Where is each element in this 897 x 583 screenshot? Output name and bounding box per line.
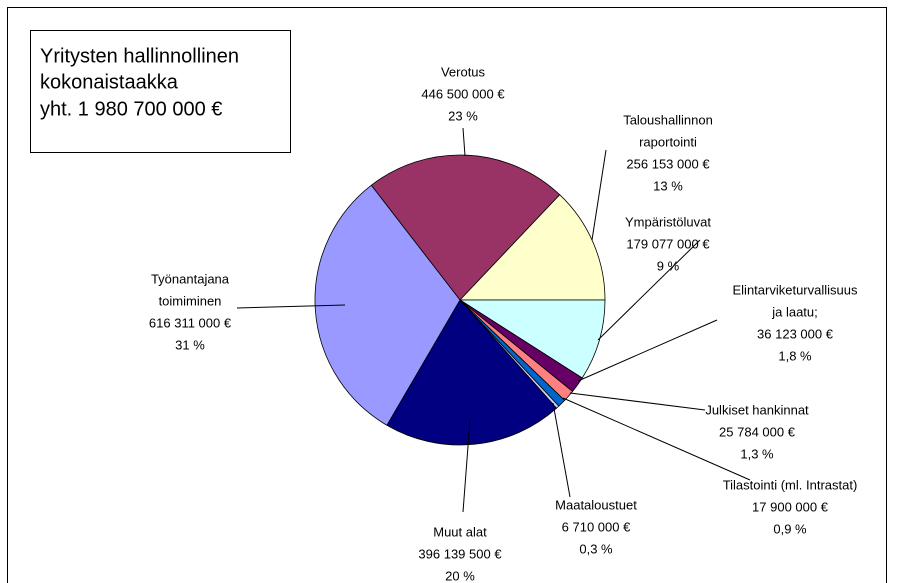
percent-label: 1,8 % <box>778 348 812 363</box>
percent-label: 1,3 % <box>740 446 774 461</box>
chart-title: kokonaistaakka <box>40 71 179 93</box>
percent-label: 23 % <box>448 108 478 123</box>
value-label: 17 900 000 € <box>752 499 829 514</box>
category-label: Julkiset hankinnat <box>705 402 809 417</box>
leader-line <box>236 304 346 309</box>
category-label: Elintarviketurvallisuus <box>733 282 858 297</box>
percent-label: 20 % <box>445 568 475 583</box>
category-label: Maataloustuet <box>555 497 637 512</box>
percent-label: 0,9 % <box>773 521 807 536</box>
category-label: Ympäristöluvat <box>625 214 711 229</box>
percent-label: 9 % <box>657 258 680 273</box>
pie-slice <box>459 194 606 301</box>
leader-line <box>562 397 751 481</box>
leader-line <box>577 319 718 382</box>
value-label: 396 139 500 € <box>418 546 502 561</box>
chart-title: yht. 1 980 700 000 € <box>40 98 222 120</box>
pie-slice <box>458 299 606 379</box>
leader-line <box>552 402 571 498</box>
pie-slice <box>386 299 558 446</box>
leader-line <box>462 419 471 513</box>
value-label: 446 500 000 € <box>421 86 505 101</box>
category-label: toimiminen <box>159 293 222 308</box>
chart-title: Yritysten hallinnollinen <box>40 45 239 67</box>
category-label: Muut alat <box>433 524 487 539</box>
percent-label: 13 % <box>653 178 683 193</box>
pie-slice <box>370 154 561 301</box>
leader-line <box>569 392 706 411</box>
category-label: raportointi <box>639 134 697 149</box>
value-label: 25 784 000 € <box>719 424 796 439</box>
value-label: 616 311 000 € <box>149 315 232 330</box>
pie-slice <box>314 184 461 426</box>
percent-label: 0,3 % <box>579 541 613 556</box>
category-label: ja laatu; <box>771 304 818 319</box>
percent-label: 31 % <box>175 337 205 352</box>
value-label: 179 077 000 € <box>626 236 710 251</box>
value-label: 256 153 000 € <box>626 156 710 171</box>
title-box <box>30 30 291 153</box>
category-label: Verotus <box>441 64 486 79</box>
value-label: 36 123 000 € <box>757 326 834 341</box>
category-label: Työnantajana <box>151 271 230 286</box>
leader-line <box>597 239 701 341</box>
category-label: Tilastointi (ml. Intrastat) <box>723 477 858 492</box>
value-label: 6 710 000 € <box>562 519 631 534</box>
category-label: Taloushallinnon <box>623 112 713 127</box>
leader-line <box>591 149 607 241</box>
leader-line <box>462 127 466 157</box>
